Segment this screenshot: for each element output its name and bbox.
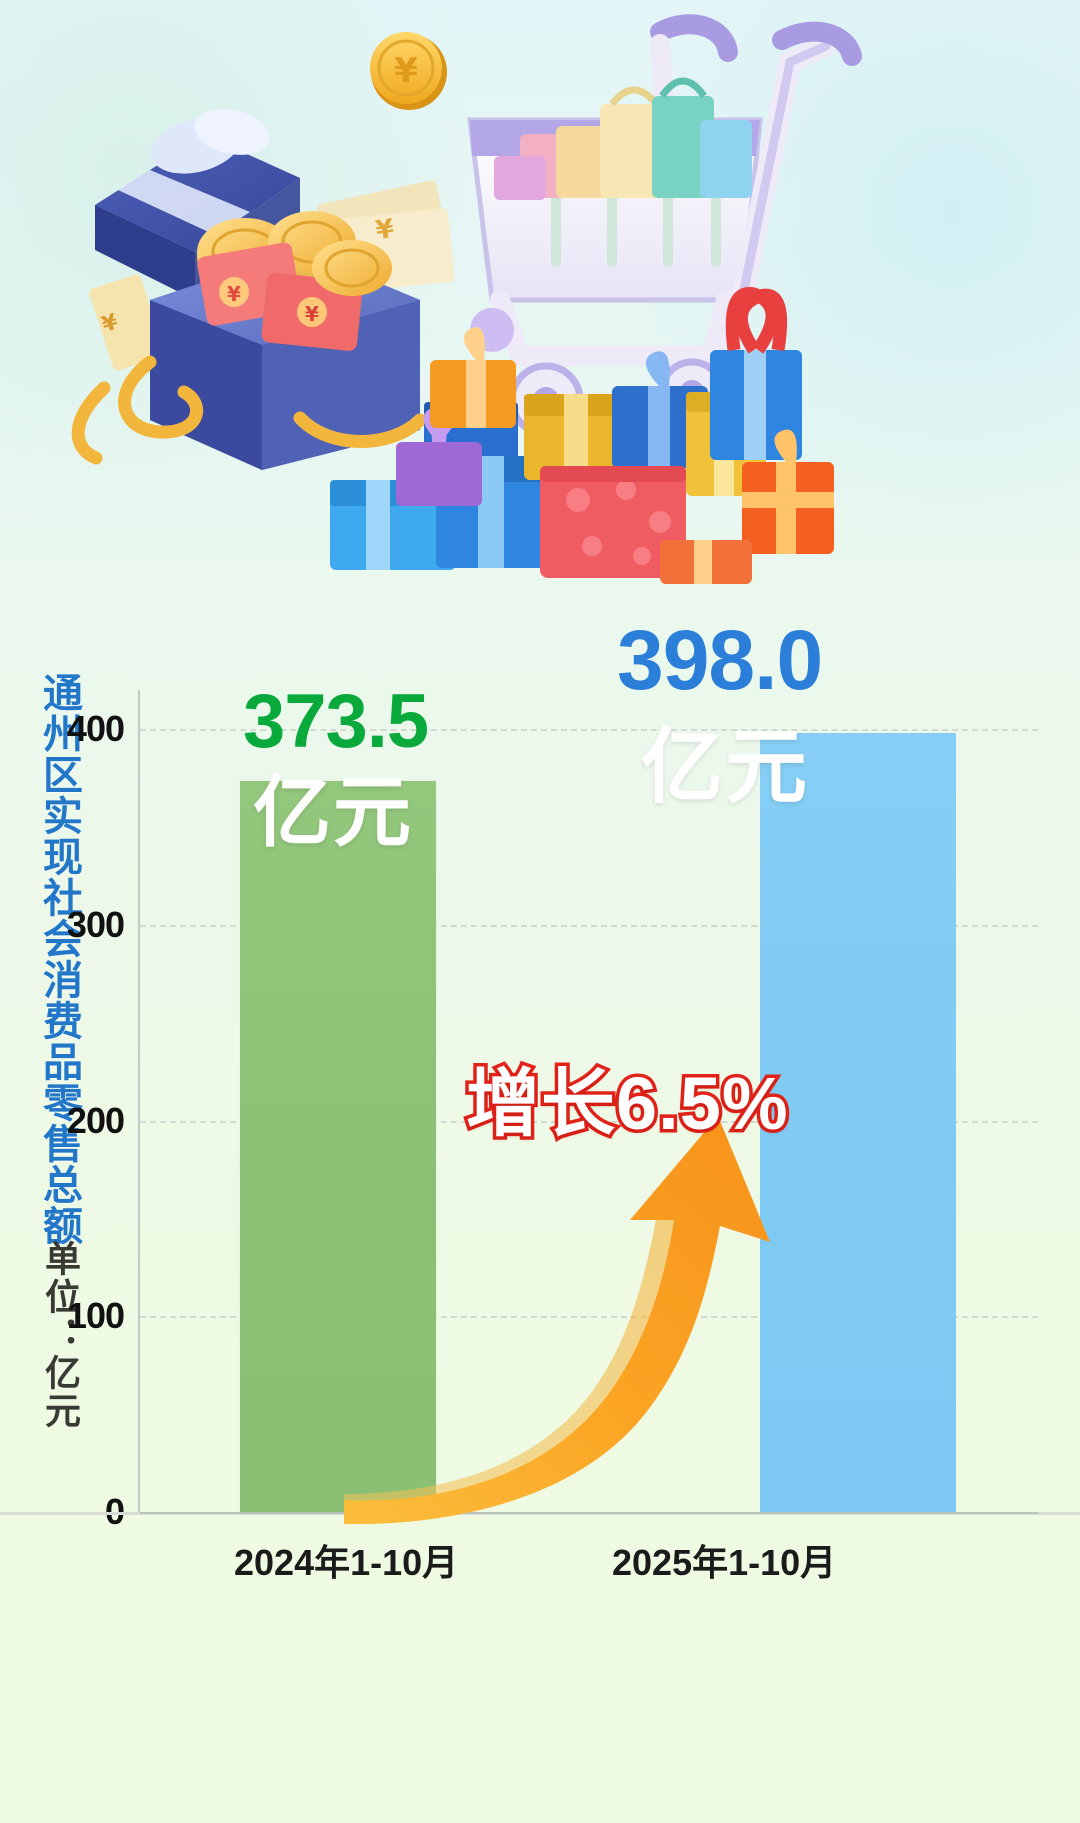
y-axis-tick-400: 400 [66,708,125,750]
shopping-bags [494,77,752,200]
y-axis-tick-100: 100 [66,1295,125,1337]
svg-text:¥: ¥ [305,302,319,326]
chart-unit-label: 单位：亿元 [40,1240,81,1430]
ribbon-streamers [71,355,427,465]
y-axis-tick-300: 300 [66,903,125,945]
svg-text:¥: ¥ [374,214,396,246]
gridline-0 [140,1512,1038,1514]
plot-area [140,690,1040,1514]
y-axis-line [138,690,140,1514]
gift-pile [330,287,834,584]
bar-value-2024: 373.5 [243,679,429,764]
banknotes: ¥ ¥ [89,180,455,371]
bar-unit-2024: 亿元 [253,768,414,856]
growth-arrow-icon [300,1080,800,1530]
gridline-200 [140,1120,1038,1123]
consumption-illustration: ¥ ¥ ¥ [0,0,1080,620]
chart-vertical-title: 通州区实现社会消费品零售总额 [37,672,81,1246]
coins-and-red-envelopes: ¥ ¥ [197,211,392,351]
gold-coin-icon: ¥ [370,32,447,110]
x-axis-label-2024: 2024年1-10月 [234,1542,459,1583]
growth-annotation: 增长6.5% [463,1059,792,1149]
y-axis-tick-200: 200 [66,1099,125,1141]
svg-text:¥: ¥ [227,282,241,306]
x-axis-label-2025: 2025年1-10月 [612,1542,837,1583]
bar-2025[interactable] [760,733,956,1512]
bar-unit-2025: 亿元 [641,722,810,813]
gridline-100 [140,1316,1038,1319]
gridline-300 [140,924,1038,927]
bar-2024[interactable] [240,781,436,1512]
bar-value-2025: 398.0 [617,613,823,707]
svg-text:¥: ¥ [394,51,418,91]
gridline-400 [140,729,1038,732]
y-axis-tick-0: 0 [52,1491,125,1533]
